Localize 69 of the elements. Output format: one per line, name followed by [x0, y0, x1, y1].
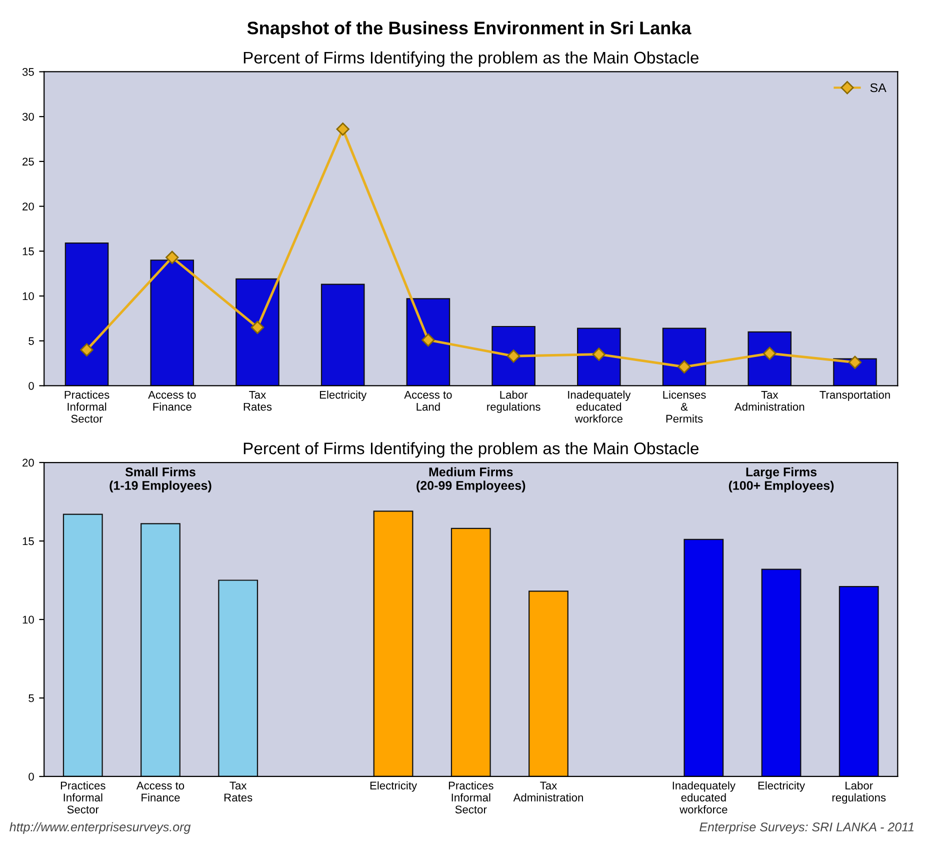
bar: [62, 514, 103, 776]
bar: [748, 331, 792, 386]
point: [506, 350, 520, 363]
bar: [577, 328, 621, 386]
y-tick-label: 15: [22, 537, 34, 546]
bar: [64, 242, 109, 386]
x-tick-label: Labor regulations: [832, 781, 886, 804]
x-tick-label: Access to Finance: [148, 390, 196, 411]
y-tick-label: 20: [22, 458, 34, 467]
y-tick-label: 5: [28, 337, 34, 345]
x-tick-label: Electricity: [370, 781, 418, 792]
bar: [218, 580, 258, 776]
point: [422, 333, 435, 347]
bar: [150, 260, 194, 386]
annotation: Small Firms (1-19 Employees): [110, 467, 212, 492]
x-tick-label: Tax Rates: [244, 390, 272, 411]
x-tick-label: Practices Informal Sector: [60, 781, 106, 814]
point: [336, 122, 350, 136]
bar: [761, 568, 802, 776]
bar: [662, 328, 706, 386]
y-tick-label: 0: [28, 772, 34, 781]
y-tick-label: 10: [22, 616, 34, 624]
annotation: Medium Firms (20-99 Employees): [416, 467, 526, 492]
bar: [140, 523, 180, 776]
x-tick-label: Tax Administration: [734, 390, 804, 411]
x-tick-label: Electricity: [758, 781, 806, 792]
bar: [320, 284, 365, 386]
x-tick-label: Electricity: [320, 390, 367, 401]
x-tick-label: Access to Finance: [136, 782, 184, 802]
x-tick-label: Tax Rates: [224, 782, 252, 802]
chart-title: Percent of Firms Identifying the problem as the Main Obstacle: [244, 442, 698, 458]
bar: [450, 528, 491, 776]
point: [250, 320, 264, 334]
y-tick-label: 30: [22, 112, 34, 121]
point: [763, 346, 776, 360]
point: [80, 343, 94, 356]
bar: [406, 298, 450, 386]
y-tick-label: 0: [28, 382, 34, 390]
bar: [838, 586, 879, 776]
y-tick-label: 35: [22, 68, 34, 76]
text: Snapshot of the Business Environment in Sri Lanka: [247, 21, 692, 38]
x-tick-label: Practices Informal Sector: [448, 781, 494, 814]
x-tick-label: Tax Administration: [513, 782, 583, 802]
point: [678, 360, 691, 374]
bar: [684, 538, 724, 776]
x-tick-label: Transportation: [820, 390, 890, 401]
y-tick-label: 10: [22, 292, 34, 300]
text: http://www.enterprisesurveys.org: [10, 822, 191, 834]
x-tick-label: Practices Informal Sector: [64, 390, 110, 423]
point: [592, 348, 606, 361]
y-tick-label: 25: [22, 158, 34, 166]
x-tick-label: Inadequately educated workforce: [568, 390, 631, 423]
legend-label: SA: [870, 83, 886, 92]
x-tick-label: Access to Land: [404, 390, 452, 411]
bar: [236, 278, 280, 386]
y-tick-label: 15: [22, 248, 34, 256]
x-tick-label: Licenses & Permits: [663, 390, 706, 423]
y-tick-label: 20: [22, 202, 34, 210]
bar: [528, 590, 568, 776]
point: [166, 250, 179, 264]
annotation: Large Firms (100+ Employees): [728, 467, 834, 492]
chart-title: Percent of Firms Identifying the problem as the Main Obstacle: [244, 51, 698, 67]
x-tick-label: Inadequately educated workforce: [672, 781, 736, 814]
x-tick-label: Labor regulations: [487, 390, 540, 413]
bar: [492, 326, 536, 386]
bar: [373, 510, 414, 776]
text: Enterprise Surveys: SRI LANKA - 2011: [700, 822, 914, 834]
point: [848, 356, 862, 369]
y-tick-label: 5: [28, 694, 34, 702]
